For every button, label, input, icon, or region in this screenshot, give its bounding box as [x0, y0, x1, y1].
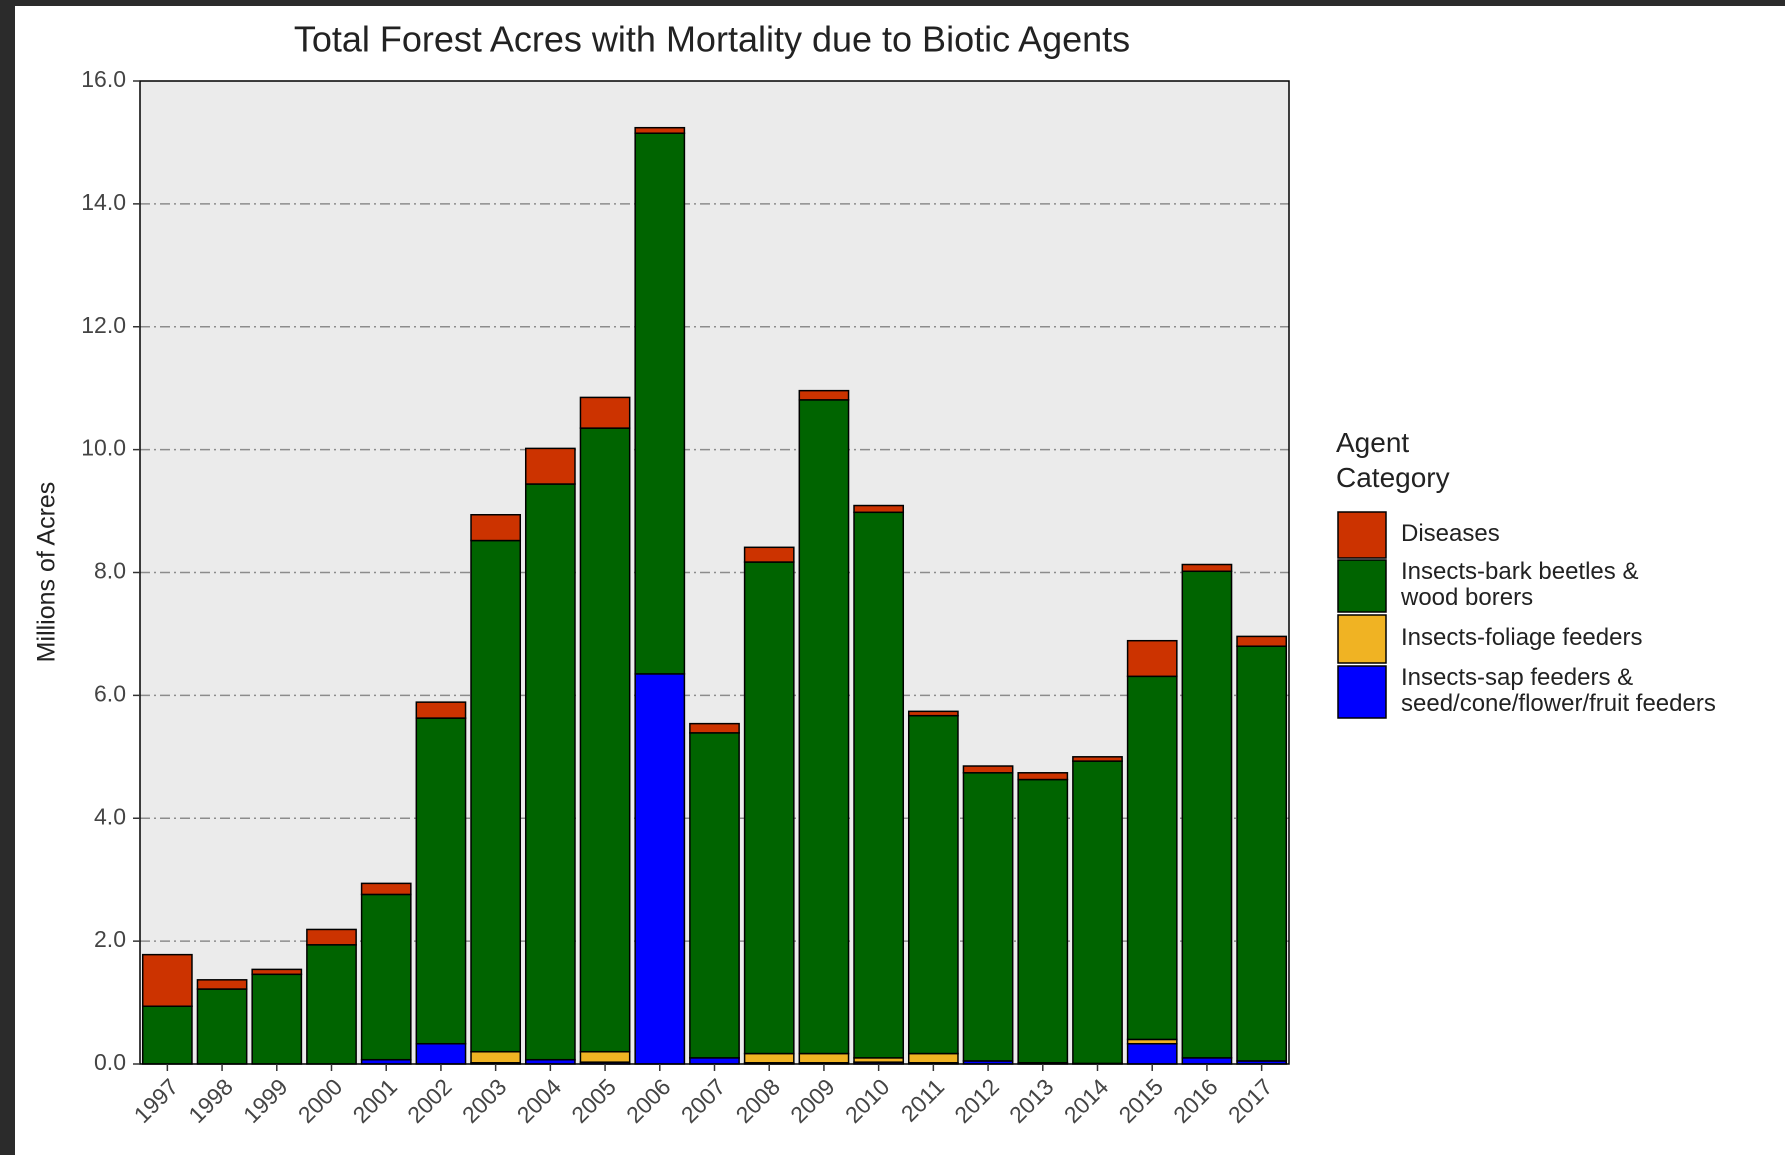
bar-segment [743, 1052, 795, 1064]
bar-segment [415, 701, 467, 719]
bar-segment [962, 765, 1014, 774]
bar-segment [1072, 756, 1123, 762]
bar-segment [798, 399, 850, 1055]
y-tick-label: 14.0 [81, 189, 126, 215]
bar-segment [579, 427, 631, 1053]
bars [141, 126, 1288, 1065]
y-tick-label: 10.0 [81, 435, 126, 461]
bar-segment [634, 132, 686, 675]
bar-segment [1072, 760, 1123, 1065]
bar-segment [360, 882, 412, 896]
chart-title: Total Forest Acres with Mortality due to… [294, 19, 1130, 60]
legend-swatch [1337, 559, 1387, 613]
bar-segment [251, 973, 303, 1065]
y-tick-label: 8.0 [94, 558, 126, 584]
bar-segment [1181, 563, 1233, 573]
y-tick-label: 0.0 [94, 1049, 126, 1075]
bar-segment [524, 483, 576, 1061]
bar-segment [415, 1042, 467, 1065]
legend-label: Insects-foliage feeders [1401, 624, 1642, 651]
bar-segment [524, 447, 576, 485]
bar-segment [306, 928, 357, 946]
legend-title: Agent Category [1336, 427, 1450, 493]
legend-label: Insects-sap feeders & seed/cone/flower/f… [1401, 664, 1716, 717]
y-tick-label: 16.0 [81, 66, 126, 92]
bar-segment [1181, 570, 1233, 1059]
bar-segment [798, 389, 850, 401]
bar-segment [1126, 639, 1178, 678]
bar-segment [470, 539, 522, 1053]
bar-segment [853, 511, 905, 1059]
y-tick-label: 12.0 [81, 312, 126, 338]
legend-swatch [1337, 511, 1387, 559]
bar-segment [743, 546, 795, 563]
bar-segment [907, 1052, 959, 1064]
bar-segment [1181, 1057, 1233, 1065]
bar-segment [1126, 675, 1178, 1041]
legend-swatch [1337, 614, 1387, 664]
bar-segment [962, 772, 1014, 1062]
bar-segment [1236, 645, 1288, 1062]
bar-segment [1017, 778, 1069, 1064]
bar-segment [141, 953, 193, 1007]
bar-segment [470, 1050, 522, 1064]
bar-segment [470, 513, 522, 542]
bar-segment [907, 710, 959, 717]
bar-segment [907, 714, 959, 1055]
bar-segment [415, 717, 467, 1045]
bar-segment [306, 944, 357, 1065]
bar-segment [360, 893, 412, 1061]
bar-segment [579, 1050, 631, 1063]
bar-segment [634, 673, 686, 1065]
y-tick-label: 2.0 [94, 926, 126, 952]
bar-segment [579, 396, 631, 429]
legend-label: Insects-bark beetles & wood borers [1400, 558, 1645, 611]
bar-segment [853, 504, 905, 514]
bar-segment [689, 732, 740, 1059]
y-axis-label: Millions of Acres [33, 482, 61, 663]
bar-segment [689, 722, 740, 734]
bar-segment [634, 126, 686, 134]
bar-segment [689, 1057, 740, 1065]
bar-segment [743, 561, 795, 1055]
bar-segment [196, 979, 248, 990]
bar-segment [1126, 1042, 1178, 1065]
bar-segment [196, 988, 248, 1065]
bar-segment [1017, 772, 1069, 781]
bar-segment [251, 968, 303, 976]
bar-segment [798, 1052, 850, 1064]
bar-segment [141, 1005, 193, 1065]
y-tick-label: 4.0 [94, 803, 126, 829]
y-tick-label: 6.0 [94, 680, 126, 706]
legend-label: Diseases [1401, 520, 1500, 547]
bar-segment [1236, 635, 1288, 647]
legend-swatch [1337, 665, 1387, 719]
